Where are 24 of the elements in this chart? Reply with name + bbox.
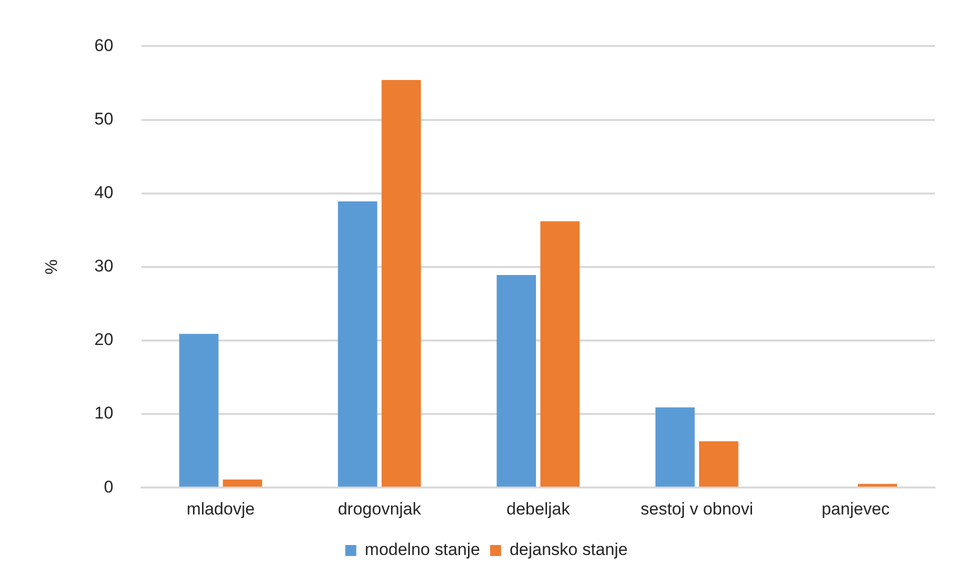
y-tick-label: 20 [94,330,114,350]
y-tick-label: 40 [94,183,114,202]
x-tick-label: sestoj v obnovi [640,499,754,518]
x-tick-label: mladovje [186,499,255,518]
bar [699,441,738,487]
y-tick-label: 60 [94,36,114,55]
x-tick-label: panjevec [822,499,890,518]
x-tick-label: debeljak [506,499,570,518]
bar [179,334,218,487]
bar [496,274,536,487]
bar [338,201,378,487]
y-axis-title: % [42,259,61,274]
bar [382,80,421,487]
bar [858,484,898,487]
bar [655,407,695,487]
y-tick-label: 30 [94,256,114,276]
x-tick-label: drogovnjak [338,499,422,518]
y-tick-label: 50 [94,109,114,128]
bar [540,221,580,487]
y-tick-label: 10 [94,404,114,423]
y-tick-label: 0 [104,477,114,496]
legend-label: modelno stanje [364,540,480,560]
legend-label: dejansko stanje [510,540,628,560]
bar [222,480,262,487]
